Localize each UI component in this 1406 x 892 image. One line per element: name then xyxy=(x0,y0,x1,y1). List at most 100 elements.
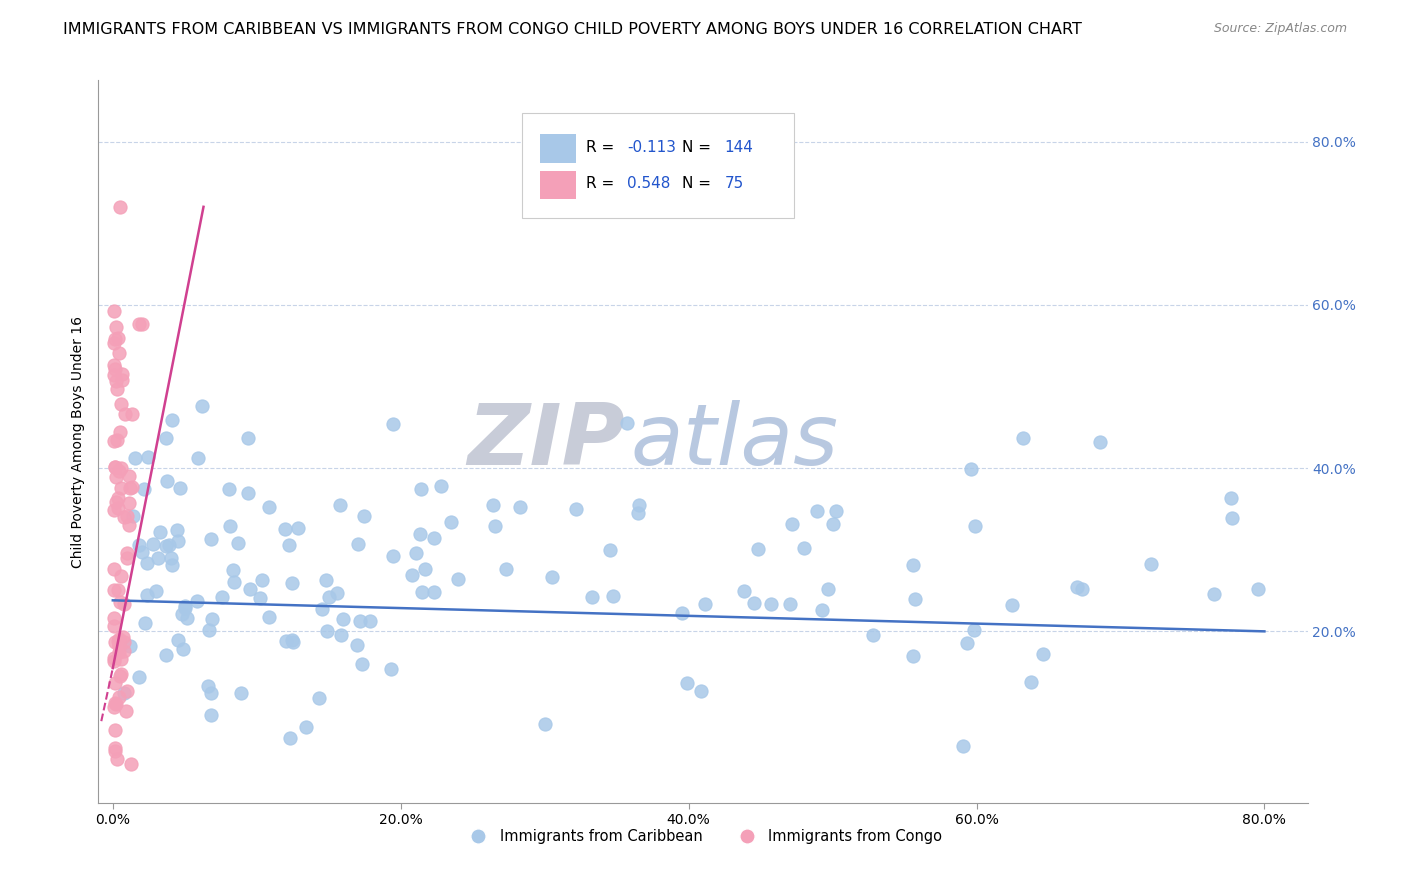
Point xyxy=(104,470,127,484)
Point xyxy=(107,500,129,515)
Point xyxy=(281,575,304,590)
Point xyxy=(695,597,717,611)
Point xyxy=(118,517,141,532)
Point xyxy=(274,633,297,648)
Point xyxy=(257,609,280,624)
Point xyxy=(104,723,127,737)
Point xyxy=(329,498,352,512)
Point xyxy=(1247,582,1270,596)
Point xyxy=(103,459,125,474)
Point xyxy=(259,500,281,514)
Point xyxy=(422,585,444,599)
Point xyxy=(1021,675,1043,690)
Point xyxy=(793,541,815,556)
Point xyxy=(103,562,125,576)
Point xyxy=(381,549,404,564)
Point xyxy=(401,568,423,582)
Point xyxy=(136,556,159,570)
Point xyxy=(108,638,131,652)
Point xyxy=(103,611,125,625)
Point xyxy=(174,599,197,613)
Point xyxy=(779,597,801,611)
Point xyxy=(382,417,405,431)
Point xyxy=(1140,557,1163,571)
Point xyxy=(278,538,301,552)
Point xyxy=(110,667,132,681)
Point xyxy=(103,336,125,351)
Text: R =: R = xyxy=(586,176,619,191)
Point xyxy=(160,551,183,566)
Text: 0.548: 0.548 xyxy=(627,176,671,191)
Point xyxy=(114,704,136,718)
Point xyxy=(115,508,138,523)
Point xyxy=(131,317,153,331)
Point xyxy=(146,550,169,565)
Point xyxy=(862,627,884,641)
Point xyxy=(103,502,125,516)
Point xyxy=(581,591,603,605)
Point xyxy=(824,504,846,518)
Point xyxy=(155,648,177,662)
Point xyxy=(744,596,766,610)
Point xyxy=(110,652,132,666)
Point xyxy=(136,588,159,602)
Point xyxy=(103,654,125,668)
Point xyxy=(236,431,259,445)
Point xyxy=(115,546,138,560)
Text: ZIP: ZIP xyxy=(467,400,624,483)
Point xyxy=(155,539,177,553)
Point xyxy=(250,574,273,588)
Point xyxy=(219,519,242,533)
Point xyxy=(226,535,249,549)
Point xyxy=(495,562,517,576)
Point xyxy=(1032,648,1054,662)
Point xyxy=(104,676,127,690)
Point xyxy=(115,551,138,566)
Point xyxy=(405,546,427,560)
Point xyxy=(280,731,302,746)
Point xyxy=(105,495,128,509)
Point xyxy=(806,504,828,518)
Point xyxy=(191,400,214,414)
Point xyxy=(411,585,433,599)
Point xyxy=(131,545,153,559)
Point xyxy=(221,563,243,577)
Point xyxy=(167,632,190,647)
Point xyxy=(110,425,132,439)
Point xyxy=(1071,582,1094,597)
Point xyxy=(222,574,245,589)
Point xyxy=(156,474,179,488)
Point xyxy=(160,413,183,427)
FancyBboxPatch shape xyxy=(522,112,793,218)
Point xyxy=(201,612,224,626)
Point xyxy=(346,638,368,652)
Point xyxy=(117,684,139,698)
Text: 144: 144 xyxy=(724,140,754,155)
Point xyxy=(104,459,127,474)
Point xyxy=(952,739,974,753)
Point xyxy=(318,590,340,604)
Point xyxy=(959,462,981,476)
Point xyxy=(107,331,129,345)
Point xyxy=(533,717,555,731)
Text: -0.113: -0.113 xyxy=(627,140,676,155)
Text: R =: R = xyxy=(586,140,619,155)
Legend: Immigrants from Caribbean, Immigrants from Congo: Immigrants from Caribbean, Immigrants fr… xyxy=(458,823,948,850)
Point xyxy=(315,573,337,587)
Point xyxy=(541,570,564,584)
Point xyxy=(104,696,127,710)
Point xyxy=(956,635,979,649)
Point xyxy=(110,460,132,475)
Point xyxy=(105,382,128,396)
Point xyxy=(124,451,146,466)
Point xyxy=(118,640,141,654)
Point xyxy=(103,651,125,665)
Point xyxy=(1001,598,1024,612)
Point xyxy=(108,690,131,705)
Point xyxy=(105,752,128,766)
Point xyxy=(121,407,143,421)
Point xyxy=(112,597,135,611)
Point xyxy=(111,631,134,645)
Point xyxy=(200,708,222,723)
Point xyxy=(108,200,131,214)
